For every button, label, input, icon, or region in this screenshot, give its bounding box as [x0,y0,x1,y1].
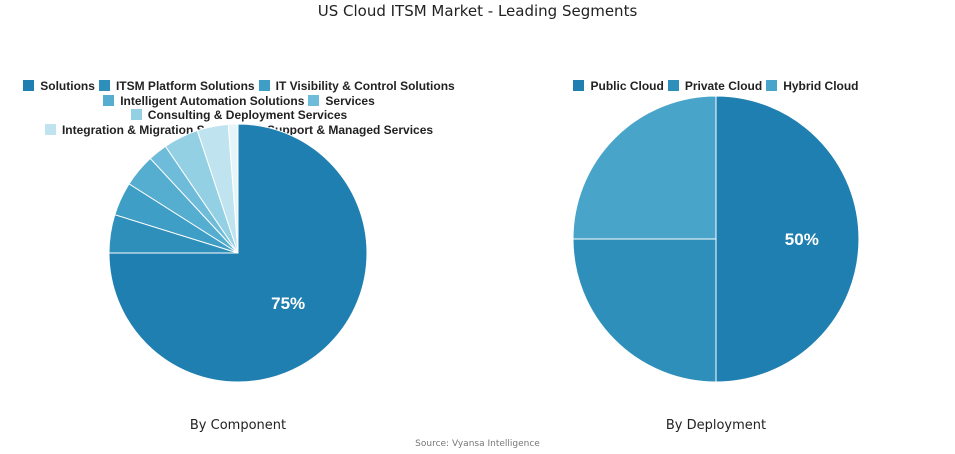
pie-slice [227,123,239,254]
pie-slice [572,238,717,383]
legend-label: Private Cloud [684,79,763,93]
legend-item: Consulting & Deployment Services [130,108,348,123]
legend-item: Services [308,93,375,109]
legend-label: Hybrid Cloud [783,79,859,93]
legend-swatch [98,80,110,91]
pie-slice [572,95,717,240]
legend-label: ITSM Platform Solutions [115,79,255,93]
legend-swatch [667,80,679,91]
pie-slice [108,123,368,383]
legend-item: ITSM Platform Solutions [98,79,255,94]
subtitle-deployment: By Deployment [665,418,767,433]
legend-item: Solutions [23,79,95,94]
legend-label: Intelligent Automation Solutions [120,93,305,108]
legend-swatch [44,123,56,135]
legend-item: Intelligent Automation Solutions [103,94,304,109]
legend-swatch [308,94,320,106]
legend-label: Services [325,93,375,108]
slice-data-label: 75% [271,294,305,313]
legend-swatch [130,109,142,120]
legend-item: Private Cloud [667,79,763,94]
legend-item: IT Visibility & Control Solutions [258,79,455,94]
legend-component: Solutions ITSM Platform Solutions IT Visib… [0,79,478,137]
legend-swatch [23,80,35,91]
legend-label: Support & Managed Services [267,122,434,137]
legend-deployment: Public Cloud Private Cloud Hybrid Cloud [560,79,872,94]
legend-label: Solutions [40,79,95,93]
legend-swatch [103,94,115,106]
legend-item: Hybrid Cloud [766,79,859,94]
legend-label: Public Cloud [590,79,664,93]
legend-swatch [766,80,778,91]
legend-swatch [573,80,585,91]
slice-data-label: 50% [785,230,819,249]
subtitle-component: By Component [189,418,287,433]
legend-swatch [258,80,270,91]
legend-item: Public Cloud [573,79,664,94]
source-note: Source: Vyansa Intelligence [415,439,540,449]
chart-title: US Cloud ITSM Market - Leading Segments [317,2,638,20]
legend-label: IT Visibility & Control Solutions [275,79,455,93]
pie-slice [715,95,860,383]
legend-label: Consulting & Deployment Services [147,108,348,122]
